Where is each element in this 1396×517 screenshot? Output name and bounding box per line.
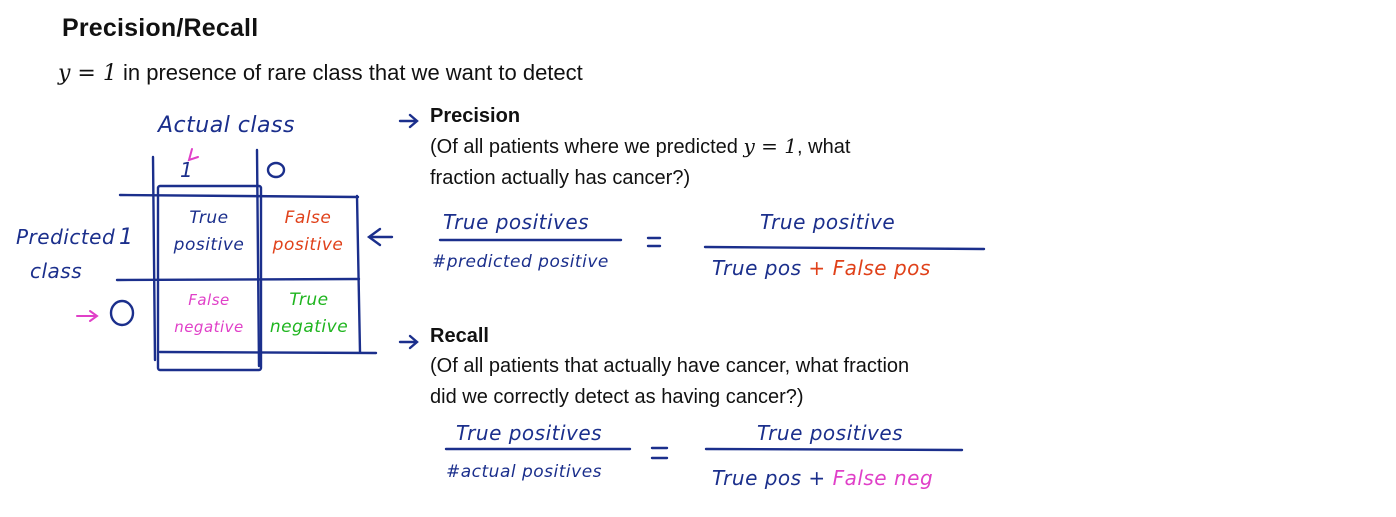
slide-subtitle: y = 1 in presence of rare class that we … xyxy=(58,60,583,86)
predicted-class-label-line1: Predicted xyxy=(16,225,116,249)
matrix-bottom-line xyxy=(158,350,378,355)
slide-title: Precision/Recall xyxy=(62,14,259,42)
actual-class-label: Actual class xyxy=(158,113,295,138)
recall-description: (Of all patients that actually have canc… xyxy=(430,355,910,408)
subtitle-math-eq: = 1 xyxy=(70,61,117,86)
precision-frac1-numerator: True positives xyxy=(443,210,590,234)
recall-frac1-denominator: #actual positives xyxy=(446,462,603,482)
actual-one-label: 1 xyxy=(180,158,194,182)
precision-heading: Precision xyxy=(430,105,521,127)
matrix-right-line xyxy=(355,194,362,354)
cell-false-negative: False negative xyxy=(174,291,244,336)
cell-false-positive: False positive xyxy=(272,208,344,255)
matrix-middle-line xyxy=(115,277,361,282)
actual-one-highlight-box xyxy=(156,184,263,372)
cell-true-positive: True positive xyxy=(173,208,245,255)
predicted-class-label-line2: class xyxy=(30,259,83,283)
predicted-one-label: 1 xyxy=(119,225,134,250)
precision-description: (Of all patients where we predicted y = … xyxy=(430,134,851,189)
subtitle-math-var: y xyxy=(58,61,71,86)
precision-frac2-denominator: True pos + False pos xyxy=(712,256,931,280)
precision-frac2-bar xyxy=(703,245,986,251)
matrix-left-line xyxy=(151,155,157,362)
predicted-zero-circle-ink xyxy=(109,299,135,327)
precision-frac1-denominator: #predicted positive xyxy=(432,252,609,272)
row-arrow-head xyxy=(366,227,382,247)
precision-frac2-numerator: True positive xyxy=(760,210,896,234)
cell-true-negative: True negative xyxy=(269,290,349,337)
recall-heading: Recall xyxy=(430,325,489,347)
recall-frac2-numerator: True positives xyxy=(757,421,904,445)
recall-frac2-denominator: True pos + False neg xyxy=(712,466,934,490)
recall-frac1-numerator: True positives xyxy=(456,421,603,445)
matrix-top-line xyxy=(118,193,360,199)
subtitle-text: in presence of rare class that we want t… xyxy=(116,60,583,85)
recall-frac2-bar xyxy=(704,447,964,452)
